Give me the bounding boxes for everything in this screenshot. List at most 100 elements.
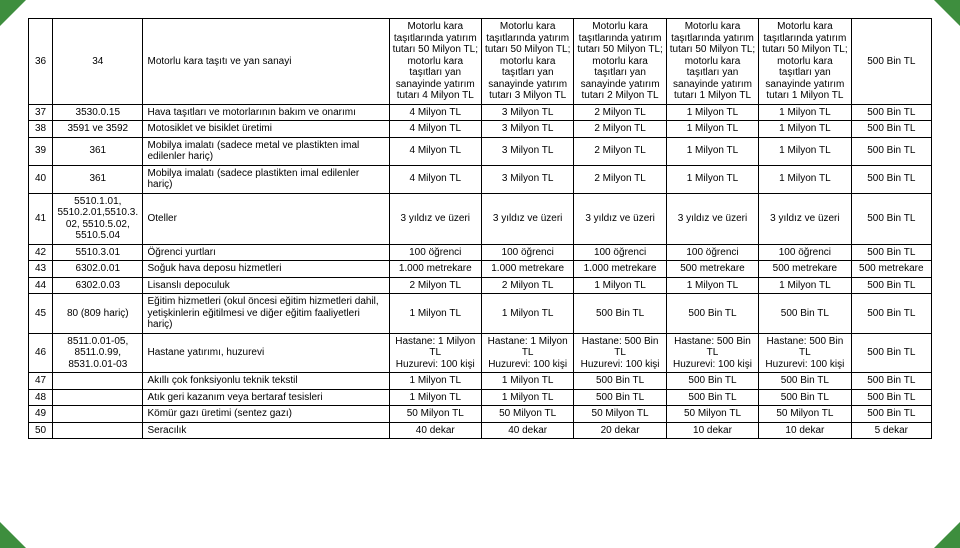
table-row: 40361Mobilya imalatı (sadece plastikten … xyxy=(29,165,932,193)
cell-no: 41 xyxy=(29,193,53,244)
cell-desc: Mobilya imalatı (sadece metal ve plastik… xyxy=(143,137,389,165)
cell-v2: 3 Milyon TL xyxy=(481,137,573,165)
cell-v6: 500 Bin TL xyxy=(851,193,931,244)
cell-no: 42 xyxy=(29,244,53,261)
cell-no: 43 xyxy=(29,261,53,278)
cell-no: 45 xyxy=(29,294,53,334)
cell-v4: 10 dekar xyxy=(666,422,758,439)
cell-desc: Soğuk hava deposu hizmetleri xyxy=(143,261,389,278)
cell-desc: Hastane yatırımı, huzurevi xyxy=(143,333,389,373)
cell-v3: 2 Milyon TL xyxy=(574,104,666,121)
cell-v3: 2 Milyon TL xyxy=(574,165,666,193)
cell-v3: 100 öğrenci xyxy=(574,244,666,261)
cell-v1: 40 dekar xyxy=(389,422,481,439)
cell-v6: 500 Bin TL xyxy=(851,165,931,193)
cell-v5: 3 yıldız ve üzeri xyxy=(759,193,851,244)
cell-v3: 500 Bin TL xyxy=(574,389,666,406)
cell-v5: 500 Bin TL xyxy=(759,373,851,390)
cell-v1: 3 yıldız ve üzeri xyxy=(389,193,481,244)
cell-v2: 50 Milyon TL xyxy=(481,406,573,423)
cell-v6: 5 dekar xyxy=(851,422,931,439)
table-row: 49Kömür gazı üretimi (sentez gazı)50 Mil… xyxy=(29,406,932,423)
cell-v4: 1 Milyon TL xyxy=(666,121,758,138)
table-row: 383591 ve 3592Motosiklet ve bisiklet üre… xyxy=(29,121,932,138)
cell-v4: Hastane: 500 Bin TLHuzurevi: 100 kişi xyxy=(666,333,758,373)
cell-code: 34 xyxy=(53,19,143,105)
cell-desc: Seracılık xyxy=(143,422,389,439)
cell-v3: 2 Milyon TL xyxy=(574,121,666,138)
cell-v2: Motorlu kara taşıtlarında yatırım tutarı… xyxy=(481,19,573,105)
cell-v2: 40 dekar xyxy=(481,422,573,439)
cell-v4: 100 öğrenci xyxy=(666,244,758,261)
cell-v3: 50 Milyon TL xyxy=(574,406,666,423)
cell-v1: 2 Milyon TL xyxy=(389,277,481,294)
cell-v4: 500 Bin TL xyxy=(666,294,758,334)
cell-no: 39 xyxy=(29,137,53,165)
table-row: 50Seracılık40 dekar40 dekar20 dekar10 de… xyxy=(29,422,932,439)
cell-desc: Lisanslı depoculuk xyxy=(143,277,389,294)
cell-desc: Mobilya imalatı (sadece plastikten imal … xyxy=(143,165,389,193)
cell-v3: Hastane: 500 Bin TLHuzurevi: 100 kişi xyxy=(574,333,666,373)
cell-v5: 500 Bin TL xyxy=(759,389,851,406)
cell-v1: 1 Milyon TL xyxy=(389,389,481,406)
cell-v1: 50 Milyon TL xyxy=(389,406,481,423)
cell-v3: 500 Bin TL xyxy=(574,294,666,334)
cell-v1: 100 öğrenci xyxy=(389,244,481,261)
cell-code xyxy=(53,389,143,406)
cell-code: 3591 ve 3592 xyxy=(53,121,143,138)
cell-v6: 500 Bin TL xyxy=(851,406,931,423)
cell-v6: 500 Bin TL xyxy=(851,104,931,121)
cell-v6: 500 Bin TL xyxy=(851,373,931,390)
cell-no: 46 xyxy=(29,333,53,373)
table-row: 436302.0.01Soğuk hava deposu hizmetleri1… xyxy=(29,261,932,278)
table-row: 468511.0.01-05, 8511.0.99, 8531.0.01-03H… xyxy=(29,333,932,373)
cell-v6: 500 metrekare xyxy=(851,261,931,278)
cell-v6: 500 Bin TL xyxy=(851,389,931,406)
cell-v5: 1 Milyon TL xyxy=(759,277,851,294)
cell-code: 361 xyxy=(53,165,143,193)
table-row: 4580 (809 hariç)Eğitim hizmetleri (okul … xyxy=(29,294,932,334)
table-row: 48 Atık geri kazanım veya bertaraf tesisl… xyxy=(29,389,932,406)
cell-v4: 1 Milyon TL xyxy=(666,277,758,294)
cell-code xyxy=(53,422,143,439)
cell-v4: 500 Bin TL xyxy=(666,389,758,406)
cell-v6: 500 Bin TL xyxy=(851,333,931,373)
cell-v2: 3 Milyon TL xyxy=(481,104,573,121)
cell-v6: 500 Bin TL xyxy=(851,137,931,165)
cell-no: 44 xyxy=(29,277,53,294)
cell-v4: 3 yıldız ve üzeri xyxy=(666,193,758,244)
table-row: 446302.0.03Lisanslı depoculuk2 Milyon TL… xyxy=(29,277,932,294)
cell-v4: 1 Milyon TL xyxy=(666,104,758,121)
cell-v1: 4 Milyon TL xyxy=(389,104,481,121)
table-row: 39361Mobilya imalatı (sadece metal ve pl… xyxy=(29,137,932,165)
data-table: 3634Motorlu kara taşıtı ve yan sanayiMot… xyxy=(28,18,932,439)
cell-v5: Hastane: 500 Bin TLHuzurevi: 100 kişi xyxy=(759,333,851,373)
cell-v6: 500 Bin TL xyxy=(851,277,931,294)
cell-v3: Motorlu kara taşıtlarında yatırım tutarı… xyxy=(574,19,666,105)
cell-no: 48 xyxy=(29,389,53,406)
cell-no: 49 xyxy=(29,406,53,423)
cell-v1: 4 Milyon TL xyxy=(389,137,481,165)
table-row: 415510.1.01, 5510.2.01,5510.3.02, 5510.5… xyxy=(29,193,932,244)
cell-v2: 1 Milyon TL xyxy=(481,389,573,406)
cell-v3: 3 yıldız ve üzeri xyxy=(574,193,666,244)
cell-v3: 1.000 metrekare xyxy=(574,261,666,278)
cell-v2: 1.000 metrekare xyxy=(481,261,573,278)
cell-v1: 4 Milyon TL xyxy=(389,121,481,138)
cell-v3: 500 Bin TL xyxy=(574,373,666,390)
cell-v5: 1 Milyon TL xyxy=(759,104,851,121)
cell-v5: 50 Milyon TL xyxy=(759,406,851,423)
table-row: 425510.3.01Öğrenci yurtları100 öğrenci10… xyxy=(29,244,932,261)
cell-code: 5510.1.01, 5510.2.01,5510.3.02, 5510.5.0… xyxy=(53,193,143,244)
cell-desc: Atık geri kazanım veya bertaraf tesisler… xyxy=(143,389,389,406)
cell-v1: Hastane: 1 Milyon TLHuzurevi: 100 kişi xyxy=(389,333,481,373)
cell-v4: 500 Bin TL xyxy=(666,373,758,390)
cell-v2: 1 Milyon TL xyxy=(481,373,573,390)
cell-v1: 4 Milyon TL xyxy=(389,165,481,193)
cell-v1: Motorlu kara taşıtlarında yatırım tutarı… xyxy=(389,19,481,105)
cell-v4: 1 Milyon TL xyxy=(666,137,758,165)
cell-v5: 100 öğrenci xyxy=(759,244,851,261)
cell-v6: 500 Bin TL xyxy=(851,294,931,334)
table-row: 47Akıllı çok fonksiyonlu teknik tekstil1… xyxy=(29,373,932,390)
cell-desc: Motosiklet ve bisiklet üretimi xyxy=(143,121,389,138)
